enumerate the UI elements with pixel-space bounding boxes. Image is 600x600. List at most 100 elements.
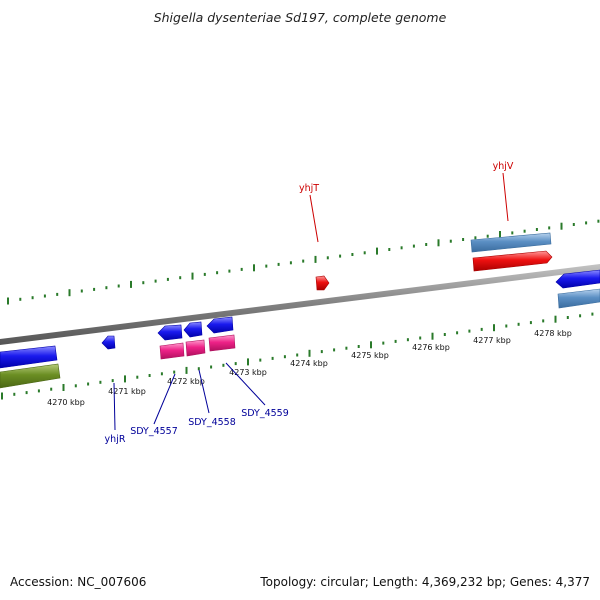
upper-tick [326, 256, 329, 260]
lower-tick [50, 387, 53, 391]
cds-features [0, 232, 600, 389]
upper-tick [105, 286, 108, 290]
upper-tick [166, 277, 169, 281]
scale-label-4272: 4272 kbp [167, 377, 205, 386]
yhjR-leader-line [113, 382, 116, 431]
gene-label-yhjV[interactable]: yhjV [493, 161, 514, 172]
lower-tick-row [1, 312, 594, 400]
lower-tick [406, 338, 409, 342]
upper-tick [240, 267, 243, 271]
SDY_4557-gene-arrow[interactable] [157, 324, 183, 341]
lower-tick [259, 358, 262, 362]
right-edge-gene-arrow[interactable] [555, 269, 600, 289]
upper-tick [560, 222, 563, 230]
lower-tick [111, 379, 114, 383]
lower-tick [591, 312, 594, 316]
upper-tick [31, 296, 34, 300]
yhjV-leader-line [502, 172, 509, 222]
lower-tick [124, 375, 126, 383]
SDY_4557-cds-bar[interactable] [159, 342, 185, 360]
lower-tick [566, 316, 569, 319]
lower-tick [160, 372, 163, 376]
lower-tick [87, 382, 90, 386]
topology-text: Topology: circular; Length: 4,369,232 bp… [259, 575, 590, 589]
gene-label-yhjR[interactable]: yhjR [105, 434, 126, 445]
SDY_4557-leader-line [153, 373, 176, 425]
upper-tick [19, 297, 22, 301]
upper-tick [154, 279, 157, 283]
genome-backbone [0, 264, 600, 345]
upper-tick [289, 261, 292, 265]
yhjT-leader-line [309, 194, 319, 243]
upper-tick [585, 221, 588, 225]
lower-tick [345, 346, 348, 350]
scale-label-4274: 4274 kbp [290, 359, 328, 368]
left-edge-cds-bar[interactable] [0, 363, 61, 389]
lower-tick [185, 366, 188, 374]
lower-tick [320, 350, 323, 354]
SDY_4558-gene-arrow[interactable] [183, 321, 203, 338]
lower-tick [431, 332, 434, 340]
lower-tick [579, 314, 582, 318]
lower-tick [542, 319, 545, 323]
gene-labels: yhjT yhjV yhjR SDY_4557 SDY_4558 SDY_455… [105, 161, 514, 445]
lower-tick [148, 374, 151, 377]
lower-tick [99, 380, 102, 384]
gene-label-SDY_4557[interactable]: SDY_4557 [130, 426, 178, 437]
lower-tick [210, 365, 213, 369]
upper-tick-row [7, 219, 600, 305]
yhjV-cds-bar[interactable] [470, 232, 552, 253]
upper-tick [277, 262, 280, 266]
upper-tick [499, 231, 501, 238]
gene-label-SDY_4558[interactable]: SDY_4558 [188, 417, 236, 428]
left-edge-gene-arrow[interactable] [0, 345, 58, 369]
label-leader-lines [113, 172, 509, 431]
upper-tick [400, 246, 403, 250]
lower-tick [197, 367, 200, 371]
upper-tick [523, 229, 526, 233]
SDY_4559-cds-bar[interactable] [208, 334, 236, 352]
upper-tick [265, 264, 268, 268]
upper-tick [548, 226, 551, 230]
SDY_4558-leader-line [198, 369, 210, 414]
gene-label-yhjT[interactable]: yhjT [299, 183, 319, 194]
upper-tick [302, 259, 305, 263]
right-edge-cds-bar[interactable] [557, 288, 600, 309]
upper-tick [437, 239, 440, 247]
gene-label-SDY_4559[interactable]: SDY_4559 [241, 408, 289, 419]
SDY_4558-cds-bar[interactable] [185, 339, 206, 357]
upper-tick [572, 223, 575, 226]
yhjV-gene-arrow[interactable] [472, 250, 553, 272]
upper-tick [597, 219, 600, 223]
lower-tick [443, 333, 446, 336]
upper-tick [486, 234, 489, 238]
upper-tick [449, 239, 452, 243]
upper-tick [339, 254, 342, 258]
upper-tick [130, 280, 132, 288]
upper-tick [179, 276, 182, 280]
upper-tick [363, 251, 366, 255]
scale-label-4271: 4271 kbp [108, 387, 146, 396]
lower-tick [394, 339, 397, 343]
upper-tick [511, 231, 514, 235]
lower-tick [333, 348, 336, 352]
yhjT-gene-arrow[interactable] [315, 275, 330, 291]
scale-label-4278: 4278 kbp [534, 329, 572, 338]
lower-tick [271, 356, 274, 360]
lower-tick [357, 345, 360, 348]
lower-tick [25, 391, 28, 395]
lower-tick [296, 353, 299, 357]
scale-label-4276: 4276 kbp [412, 343, 450, 352]
yhjR-gene-arrow[interactable] [101, 335, 116, 350]
lower-tick [62, 384, 65, 391]
upper-tick [68, 289, 71, 297]
SDY_4559-gene-arrow[interactable] [206, 316, 234, 334]
map-title: Shigella dysenteriae Sd197, complete gen… [154, 10, 447, 25]
accession-text: Accession: NC_007606 [10, 575, 146, 589]
upper-tick [412, 244, 415, 248]
upper-tick [351, 253, 354, 256]
lower-tick [247, 358, 249, 366]
lower-tick [283, 355, 286, 359]
lower-tick [74, 384, 77, 388]
lower-tick [308, 349, 311, 357]
